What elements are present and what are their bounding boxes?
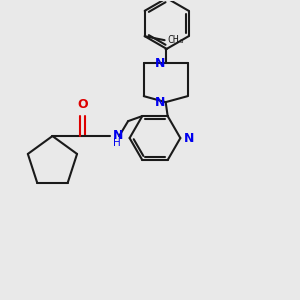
Text: N: N [113, 129, 123, 142]
Text: N: N [154, 57, 165, 70]
Text: H: H [113, 137, 120, 148]
Text: N: N [154, 96, 165, 109]
Text: N: N [184, 132, 195, 145]
Text: O: O [77, 98, 88, 111]
Text: CH₃: CH₃ [168, 35, 185, 45]
